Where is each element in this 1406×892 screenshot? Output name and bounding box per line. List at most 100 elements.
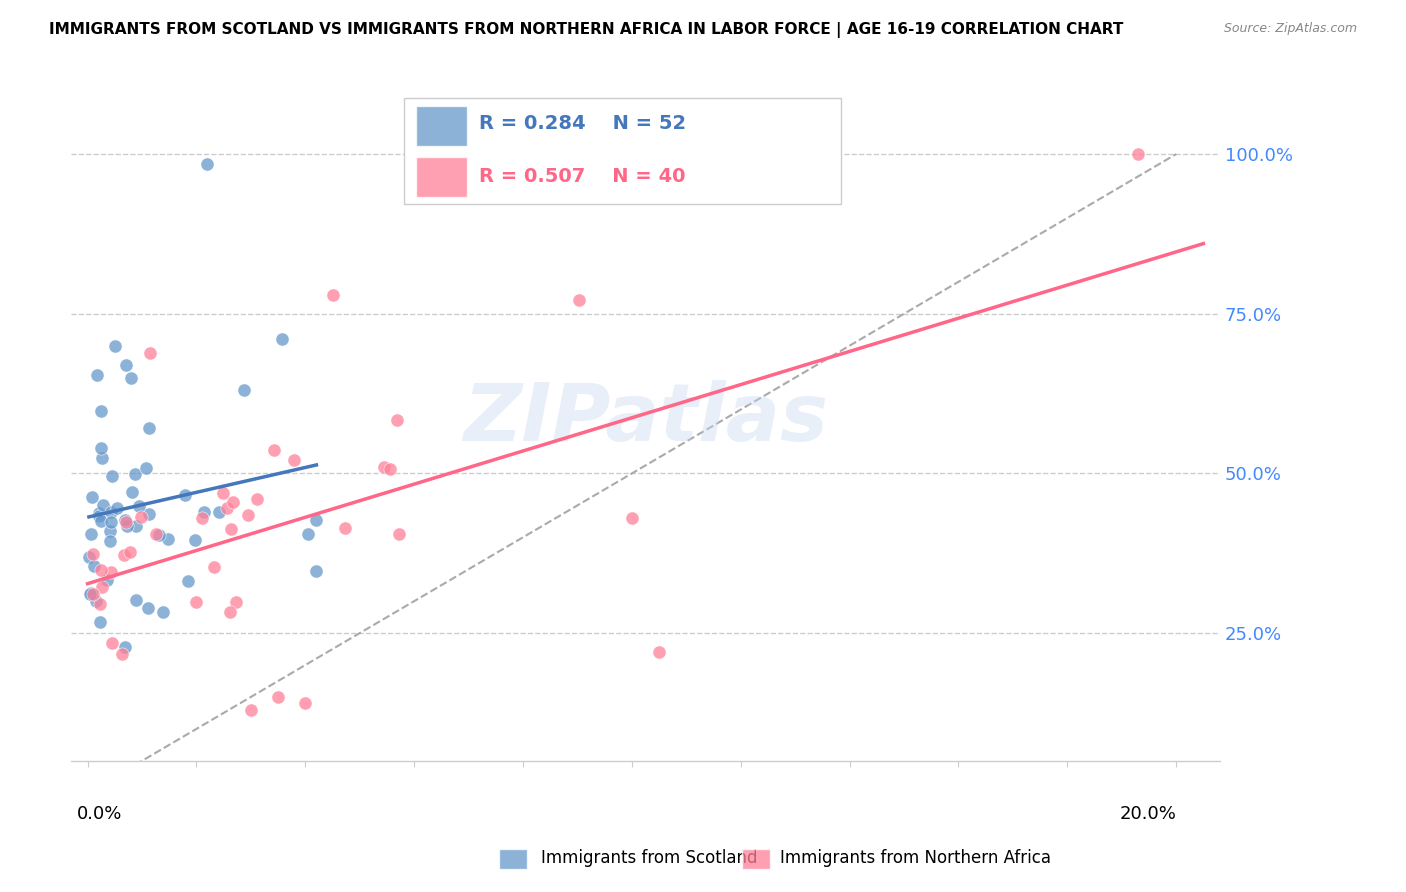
Point <box>90 441 112 455</box>
Point <box>100 505 122 519</box>
Point <box>104 339 127 353</box>
Point <box>91 451 114 466</box>
Point <box>208 505 231 519</box>
Point <box>297 527 319 541</box>
Text: IMMIGRANTS FROM SCOTLAND VS IMMIGRANTS FROM NORTHERN AFRICA IN LABOR FORCE | AGE: IMMIGRANTS FROM SCOTLAND VS IMMIGRANTS F… <box>49 22 1123 38</box>
Point <box>89 615 111 629</box>
Point <box>91 498 114 512</box>
Point <box>294 697 316 711</box>
Point <box>98 524 121 538</box>
Point <box>98 534 121 549</box>
Point <box>236 508 259 523</box>
Text: Source: ZipAtlas.com: Source: ZipAtlas.com <box>1223 22 1357 36</box>
Text: ZIPatlas: ZIPatlas <box>463 380 828 458</box>
Point <box>91 580 114 594</box>
Point <box>305 564 328 578</box>
Point <box>80 490 103 504</box>
Point <box>145 527 167 541</box>
Point <box>79 586 101 600</box>
Point <box>86 368 108 383</box>
Point <box>225 595 247 609</box>
Point <box>177 574 200 588</box>
Point <box>270 332 292 346</box>
Text: 0.0%: 0.0% <box>77 805 122 823</box>
Point <box>90 514 112 528</box>
Point <box>568 293 591 307</box>
Point <box>1126 147 1149 161</box>
Point <box>118 545 141 559</box>
Point <box>124 593 146 607</box>
Point <box>83 558 105 573</box>
Point <box>321 287 343 301</box>
Point <box>174 488 197 502</box>
Point <box>114 358 136 372</box>
Point <box>156 532 179 546</box>
Point <box>184 595 207 609</box>
Point <box>82 587 104 601</box>
Point <box>100 565 122 579</box>
Point <box>87 508 110 523</box>
Point <box>129 509 152 524</box>
Point <box>152 606 174 620</box>
Point <box>100 636 122 650</box>
Point <box>219 523 242 537</box>
Point <box>96 573 118 587</box>
Point <box>388 527 411 541</box>
Point <box>120 370 142 384</box>
Point <box>117 519 139 533</box>
FancyBboxPatch shape <box>405 98 841 204</box>
Point <box>135 460 157 475</box>
Point <box>87 507 110 521</box>
Point <box>114 640 136 655</box>
Point <box>212 486 235 500</box>
Point <box>148 528 170 542</box>
Point <box>380 462 402 476</box>
Point <box>90 404 112 418</box>
Point <box>114 515 136 529</box>
Point <box>385 413 408 427</box>
Point <box>233 384 256 398</box>
Point <box>217 500 239 515</box>
Point <box>373 460 395 475</box>
Point <box>139 346 162 360</box>
Point <box>111 648 134 662</box>
Point <box>648 645 671 659</box>
Point <box>124 467 146 481</box>
Point <box>138 421 160 435</box>
Point <box>112 549 135 563</box>
Point <box>90 563 112 577</box>
Text: R = 0.284    N = 52: R = 0.284 N = 52 <box>479 114 686 134</box>
Point <box>204 560 226 574</box>
Point <box>121 485 143 500</box>
Point <box>263 443 285 458</box>
Point <box>191 511 214 525</box>
Point <box>138 507 160 521</box>
Text: Immigrants from Scotland: Immigrants from Scotland <box>541 849 758 867</box>
Point <box>193 505 215 519</box>
Point <box>89 598 111 612</box>
FancyBboxPatch shape <box>416 157 467 197</box>
Point <box>283 452 305 467</box>
Text: Immigrants from Northern Africa: Immigrants from Northern Africa <box>780 849 1052 867</box>
FancyBboxPatch shape <box>416 106 467 145</box>
Point <box>80 527 103 541</box>
Point <box>82 548 104 562</box>
Text: 20.0%: 20.0% <box>1119 805 1177 823</box>
Point <box>101 469 124 483</box>
Point <box>125 519 148 533</box>
Point <box>100 515 122 529</box>
Point <box>239 703 262 717</box>
Point <box>77 550 100 565</box>
Point <box>105 500 128 515</box>
Point <box>333 521 356 535</box>
Point <box>114 513 136 527</box>
Point <box>184 533 207 547</box>
Point <box>136 601 159 615</box>
Text: R = 0.507    N = 40: R = 0.507 N = 40 <box>479 167 686 186</box>
Point <box>84 594 107 608</box>
Point <box>195 156 218 170</box>
Point <box>620 511 643 525</box>
Point <box>222 495 245 509</box>
Point <box>267 690 290 704</box>
Point <box>305 512 328 526</box>
